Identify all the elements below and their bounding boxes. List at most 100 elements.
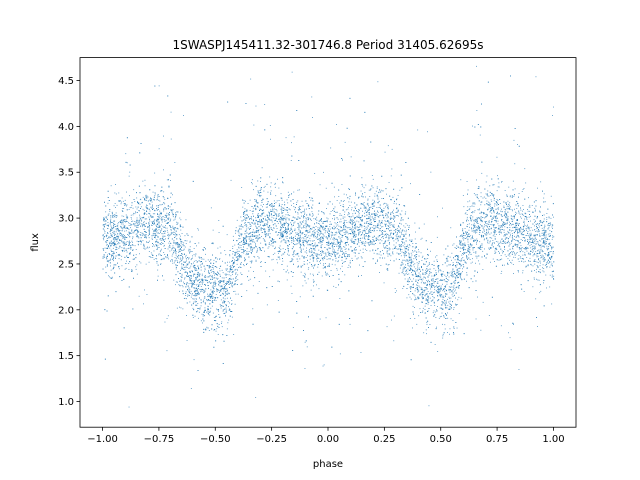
data-point — [404, 267, 406, 269]
data-point — [376, 226, 378, 228]
data-point — [468, 245, 470, 247]
data-point — [404, 256, 405, 258]
data-point — [401, 233, 403, 235]
data-point — [426, 333, 427, 335]
data-point — [163, 245, 165, 247]
data-point — [457, 259, 459, 260]
data-point — [246, 248, 248, 250]
data-point — [128, 247, 130, 249]
data-point — [167, 248, 169, 250]
data-point — [255, 225, 257, 227]
data-point — [304, 368, 306, 369]
data-point — [203, 292, 205, 293]
data-point — [281, 236, 282, 237]
data-point — [469, 259, 471, 260]
data-point — [218, 324, 220, 325]
data-point — [151, 207, 153, 209]
data-point — [231, 300, 233, 301]
data-point — [436, 236, 438, 238]
data-point — [122, 222, 124, 224]
data-point — [140, 243, 142, 245]
data-point — [322, 365, 324, 367]
data-point — [220, 305, 221, 307]
data-point — [363, 235, 365, 237]
data-point — [524, 248, 526, 250]
data-point — [404, 250, 406, 252]
data-point — [298, 206, 300, 208]
data-point — [520, 256, 522, 258]
data-point — [229, 266, 231, 267]
data-point — [202, 262, 203, 264]
data-point — [378, 207, 380, 208]
data-point — [103, 225, 105, 227]
data-point — [472, 281, 474, 283]
data-point — [457, 268, 459, 270]
data-point — [119, 232, 121, 234]
data-point — [520, 216, 521, 218]
data-point — [416, 287, 418, 289]
data-point — [326, 217, 328, 219]
data-point — [224, 295, 226, 297]
data-point — [127, 248, 129, 250]
data-point — [131, 244, 133, 246]
data-point — [335, 234, 337, 236]
data-point — [303, 256, 305, 257]
data-point — [165, 225, 166, 227]
data-point — [192, 307, 194, 309]
data-point — [128, 209, 130, 210]
data-point — [122, 224, 124, 226]
data-point — [386, 250, 388, 252]
data-point — [526, 217, 528, 218]
data-point — [198, 288, 199, 289]
data-point — [206, 300, 208, 302]
data-point — [301, 227, 302, 229]
data-point — [480, 196, 482, 198]
data-point — [503, 231, 505, 233]
data-point — [300, 237, 302, 239]
data-point — [320, 226, 322, 227]
data-point — [232, 256, 234, 258]
data-point — [250, 250, 252, 252]
data-point — [153, 250, 155, 252]
data-point — [286, 231, 287, 233]
data-point — [421, 311, 423, 313]
data-point — [525, 246, 527, 248]
data-point — [341, 234, 343, 236]
data-point — [163, 279, 165, 281]
data-point — [434, 275, 436, 276]
data-point — [219, 266, 221, 267]
data-point — [121, 249, 123, 251]
data-point — [477, 227, 479, 229]
data-point — [240, 283, 242, 285]
data-point — [204, 297, 206, 299]
data-point — [201, 313, 203, 315]
data-point — [220, 307, 222, 309]
data-point — [519, 223, 520, 225]
data-point — [475, 262, 476, 264]
data-point — [129, 207, 131, 209]
data-point — [219, 304, 221, 306]
data-point — [238, 255, 240, 257]
data-point — [187, 295, 189, 297]
data-point — [355, 193, 356, 195]
data-point — [536, 238, 537, 240]
data-point — [488, 204, 490, 205]
data-point — [474, 194, 476, 196]
data-point — [506, 215, 508, 217]
data-point — [192, 280, 194, 282]
data-point — [447, 298, 448, 300]
data-point — [181, 245, 183, 247]
data-point — [124, 250, 125, 252]
data-point — [134, 221, 136, 222]
data-point — [398, 215, 399, 217]
data-point — [240, 272, 242, 274]
data-point — [345, 209, 347, 211]
data-point — [334, 232, 336, 234]
data-point — [440, 304, 442, 306]
data-point — [504, 212, 506, 214]
data-point — [442, 264, 444, 266]
data-point — [119, 254, 121, 256]
data-point — [114, 252, 115, 254]
data-point — [501, 270, 503, 272]
data-point — [305, 222, 307, 224]
